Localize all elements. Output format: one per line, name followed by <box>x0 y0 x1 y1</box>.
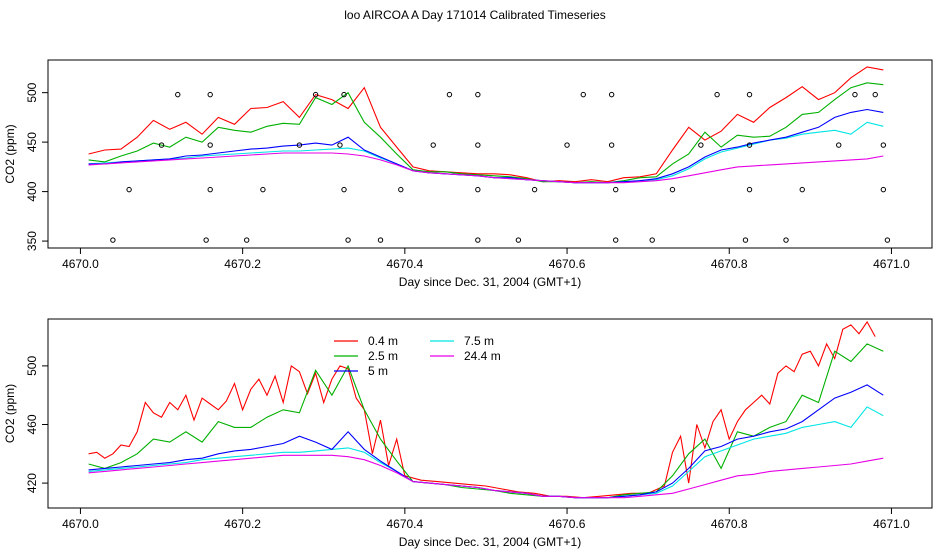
series-line-25m <box>88 82 884 184</box>
y-tick-label: 500 <box>25 356 39 376</box>
marker-point <box>475 91 481 98</box>
series-line-244m <box>88 454 884 499</box>
series-line-04m <box>88 320 876 499</box>
x-tick-label: 4670.0 <box>62 517 99 531</box>
marker-point <box>158 142 165 148</box>
marker-point <box>430 142 436 148</box>
series-line-244m <box>88 152 884 184</box>
marker-point <box>475 237 481 243</box>
marker-point <box>698 142 704 148</box>
marker-point <box>613 186 619 193</box>
y-tick-label: 420 <box>25 473 39 493</box>
x-tick-label: 4670.4 <box>386 257 423 271</box>
series-line-04m <box>88 66 884 183</box>
marker-point <box>207 142 213 148</box>
x-tick-label: 4671.0 <box>873 257 910 271</box>
y-tick-label: 500 <box>25 82 39 102</box>
x-tick-label: 4670.2 <box>224 257 261 271</box>
panel-2: 4670.0 4670.2 4670.4 4670.6 4670.8 4671.0 420 4… <box>3 318 933 549</box>
marker-point <box>110 237 116 243</box>
marker-point <box>175 91 181 98</box>
legend-label: 5 m <box>368 364 388 378</box>
marker-point <box>203 237 209 243</box>
legend-label: 24.4 m <box>464 349 501 363</box>
x-tick-label: 4671.0 <box>873 517 910 531</box>
x-tick-label: 4670.2 <box>224 517 261 531</box>
marker-point <box>446 91 453 98</box>
marker-point <box>377 237 384 243</box>
marker-point <box>613 237 619 243</box>
marker-point <box>649 237 655 243</box>
marker-point <box>207 91 213 98</box>
x-tick-label: 4670.6 <box>549 517 586 531</box>
y-axis-label: CO2 (ppm) <box>3 384 17 443</box>
plot-frame <box>47 318 933 509</box>
marker-point <box>746 91 753 98</box>
marker-point <box>884 237 891 243</box>
marker-point <box>475 186 481 193</box>
series-line-75m <box>88 406 884 499</box>
marker-point <box>398 186 404 193</box>
y-tick-label: 400 <box>25 181 39 201</box>
marker-point <box>880 142 887 148</box>
marker-point <box>564 142 570 148</box>
y-tick-label: 350 <box>25 231 39 251</box>
marker-point <box>580 91 586 98</box>
marker-point <box>337 142 343 148</box>
marker-point <box>799 186 805 193</box>
y-tick-label: 450 <box>25 132 39 152</box>
marker-point <box>126 186 132 193</box>
marker-point <box>243 237 250 243</box>
series-group <box>88 66 891 243</box>
x-tick-label: 4670.0 <box>62 257 99 271</box>
marker-point <box>608 142 615 148</box>
x-tick-label: 4670.4 <box>386 517 423 531</box>
marker-point <box>746 186 753 193</box>
marker-point <box>714 91 720 98</box>
legend-label: 7.5 m <box>464 334 494 348</box>
marker-point <box>880 186 887 193</box>
legend-label: 2.5 m <box>368 349 398 363</box>
x-tick-label: 4670.8 <box>711 257 748 271</box>
series-line-25m <box>88 343 884 499</box>
marker-point <box>260 186 266 193</box>
marker-point <box>852 91 858 98</box>
marker-point <box>341 186 347 193</box>
x-axis-label: Day since Dec. 31, 2004 (GMT+1) <box>399 275 581 289</box>
x-tick-label: 4670.8 <box>711 517 748 531</box>
marker-point <box>531 186 538 193</box>
x-tick-label: 4670.6 <box>549 257 586 271</box>
marker-point <box>475 142 481 148</box>
marker-point <box>608 91 615 98</box>
legend-label: 0.4 m <box>368 334 398 348</box>
marker-point <box>207 186 213 193</box>
marker-point <box>872 91 878 98</box>
marker-point <box>836 142 842 148</box>
y-tick-label: 460 <box>25 414 39 434</box>
marker-point <box>345 237 351 243</box>
marker-point <box>742 237 749 243</box>
plot-frame <box>47 59 933 249</box>
marker-point <box>296 142 303 148</box>
marker-point <box>783 237 789 243</box>
y-axis-label: CO2 (ppm) <box>3 124 17 183</box>
marker-point <box>515 237 522 243</box>
legend: 0.4 m2.5 m5 m 7.5 m24.4 m <box>334 334 501 378</box>
chart-title: loo AIRCOA A Day 171014 Calibrated Times… <box>344 8 605 22</box>
marker-point <box>669 186 676 193</box>
marker-point <box>312 91 319 98</box>
x-axis-label: Day since Dec. 31, 2004 (GMT+1) <box>399 535 581 549</box>
marker-point <box>746 142 753 148</box>
marker-point <box>341 91 347 98</box>
panel-1: 4670.0 4670.2 4670.4 4670.6 4670.8 4671.0 350 4… <box>3 59 933 289</box>
series-group <box>88 320 884 499</box>
